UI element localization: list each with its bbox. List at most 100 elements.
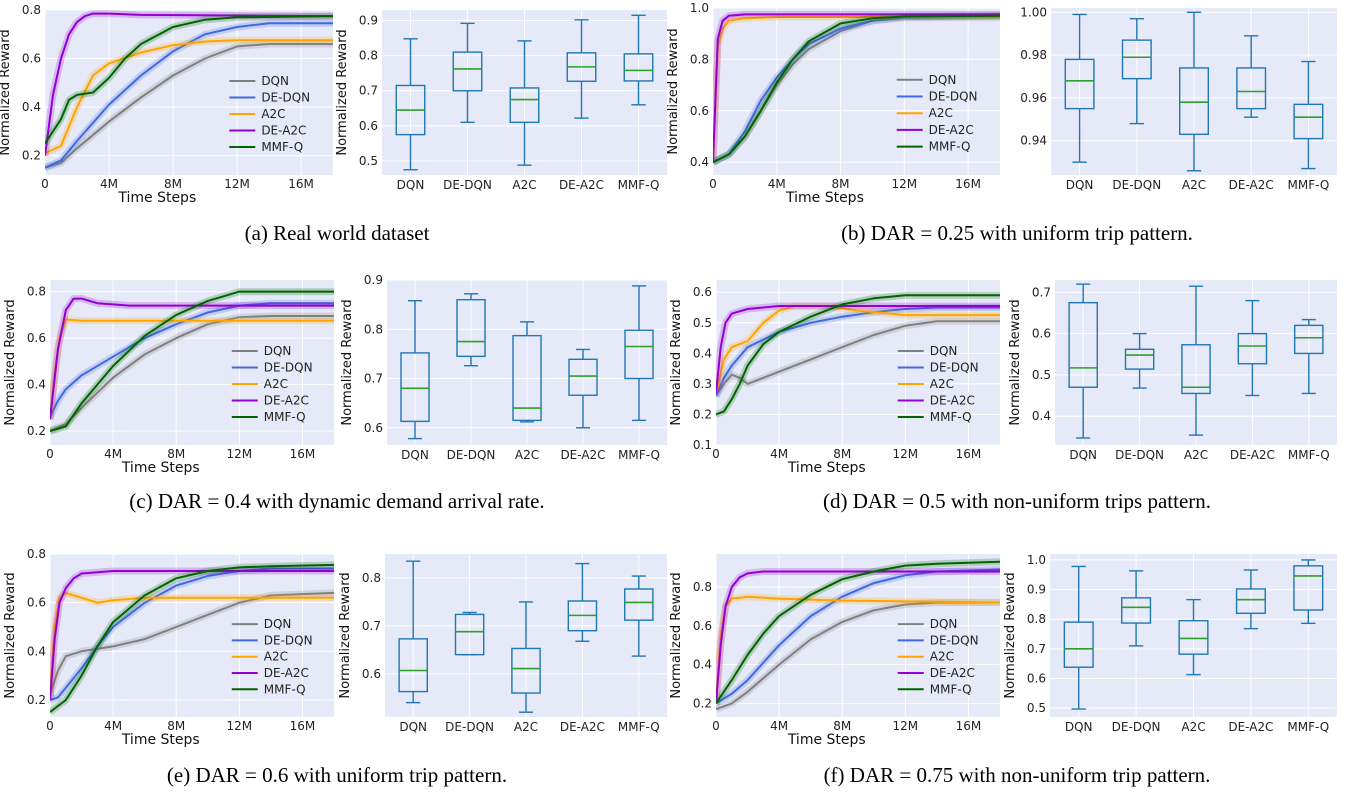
box-x-tick-label: A2C [1184,448,1208,462]
legend-label-de-a2c: DE-A2C [264,666,309,680]
series-line-dqn [716,320,1000,397]
box-y-tick-label: 1.00 [1020,5,1047,19]
box-x-tick-label: A2C [514,720,538,734]
box-iqr [1068,301,1098,388]
line-y-tick-label: 0.4 [22,100,41,114]
line-y-axis-label: Normalized Reward [0,29,13,155]
box-iqr [454,613,485,656]
series-line-de-a2c [50,570,334,701]
box-iqr [452,51,483,92]
line-x-tick-label: 12M [224,177,250,191]
box-iqr [624,329,654,380]
box-x-tick-label: DE-A2C [1230,448,1275,462]
box-iqr [1236,67,1267,110]
line-series-group-b [713,10,1000,166]
box-dqn [1068,283,1098,439]
line-y-tick-label: 0.6 [27,596,46,610]
series-line-mmf-q [713,14,1000,164]
line-x-tick-label: 12M [892,177,918,191]
line-y-tick-label: 0.4 [693,346,712,360]
box-iqr [1293,324,1324,355]
line-x-tick-label: 8M [833,719,851,733]
caption-e: (e) DAR = 0.6 with uniform trip pattern. [166,763,508,787]
box-mmf-q [1293,60,1324,170]
line-x-tick-label: 4M [100,177,118,191]
line-y-tick-label: 0.2 [27,693,46,707]
line-y-axis-label: Normalized Reward [669,299,684,425]
box-de-a2c [568,348,598,429]
box-x-tick-label: DQN [1065,720,1093,734]
box-x-tick-label: MMF-Q [618,178,660,192]
box-x-tick-label: DQN [399,720,427,734]
line-y-tick-label: 0.2 [693,696,712,710]
line-x-tick-label: 16M [288,177,314,191]
line-plot-area-f [716,554,1000,717]
box-de-a2c [1237,299,1268,397]
series-line-de-dqn [716,568,1000,705]
series-line-de-a2c [716,305,1000,394]
series-line-dqn [716,601,1000,711]
box-x-tick-label: A2C [1181,720,1205,734]
line-x-tick-label: 4M [104,719,122,733]
box-x-tick-label: DQN [1069,448,1097,462]
box-iqr [511,647,541,694]
line-x-tick-label: 0 [46,719,54,733]
box-x-tick-label: DQN [397,178,425,192]
box-iqr [1293,565,1324,611]
box-dqn [1063,565,1094,710]
line-y-axis-label: Normalized Reward [3,299,18,425]
box-y-tick-label: 0.5 [359,154,378,168]
series-line-dqn [50,591,334,696]
legend-label-dqn: DQN [261,74,289,88]
legend-label-dqn: DQN [264,617,292,631]
line-y-tick-label: 0.4 [690,155,709,169]
box-x-tick-label: MMF-Q [1287,720,1329,734]
box-dqn [398,560,429,704]
box-iqr [624,588,654,621]
line-y-tick-label: 0.2 [27,424,46,438]
box-x-tick-label: MMF-Q [618,720,660,734]
box-mmf-q [1293,318,1324,395]
legend-label-de-a2c: DE-A2C [930,393,975,407]
box-iqr [1064,58,1095,110]
line-x-tick-label: 0 [712,719,720,733]
series-line-de-dqn [45,22,333,169]
legend-label-de-a2c: DE-A2C [930,666,975,680]
box-iqr [1121,39,1152,80]
line-y-axis-label: Normalized Reward [3,572,18,698]
box-x-tick-label: DE-DQN [1112,720,1161,734]
series-line-mmf-q [50,290,334,433]
line-x-tick-label: 0 [46,447,54,461]
legend-label-mmf-q: MMF-Q [930,410,972,424]
box-y-tick-label: 0.6 [359,119,378,133]
box-y-tick-label: 0.8 [362,571,381,585]
box-iqr [1181,344,1211,395]
box-x-tick-label: DE-DQN [1112,178,1161,192]
line-y-tick-label: 0.6 [27,331,46,345]
series-line-mmf-q [45,15,333,145]
box-a2c [511,601,541,713]
line-x-tick-label: 4M [768,177,786,191]
legend-label-mmf-q: MMF-Q [264,410,306,424]
box-y-tick-label: 0.94 [1020,134,1047,148]
box-y-tick-label: 0.7 [359,84,378,98]
box-iqr [1178,619,1209,655]
box-y-tick-label: 0.4 [1032,409,1051,423]
box-y-axis-label: Normalized Reward [338,572,353,698]
box-mmf-q [624,575,654,657]
box-a2c [1178,598,1209,676]
line-y-axis-label: Normalized Reward [669,572,684,698]
legend-label-de-dqn: DE-DQN [930,633,979,647]
legend-label-a2c: A2C [261,107,285,121]
line-x-tick-label: 4M [770,447,788,461]
line-y-tick-label: 0.3 [693,377,712,391]
box-mmf-q [1293,559,1324,625]
legend-label-dqn: DQN [930,344,958,358]
box-y-tick-label: 0.6 [364,421,383,435]
box-iqr [509,87,540,124]
box-x-tick-label: A2C [515,448,539,462]
box-de-dqn [456,293,486,367]
box-x-tick-label: DE-DQN [447,448,496,462]
box-y-tick-label: 0.6 [1032,327,1051,341]
series-line-a2c [716,305,1000,394]
